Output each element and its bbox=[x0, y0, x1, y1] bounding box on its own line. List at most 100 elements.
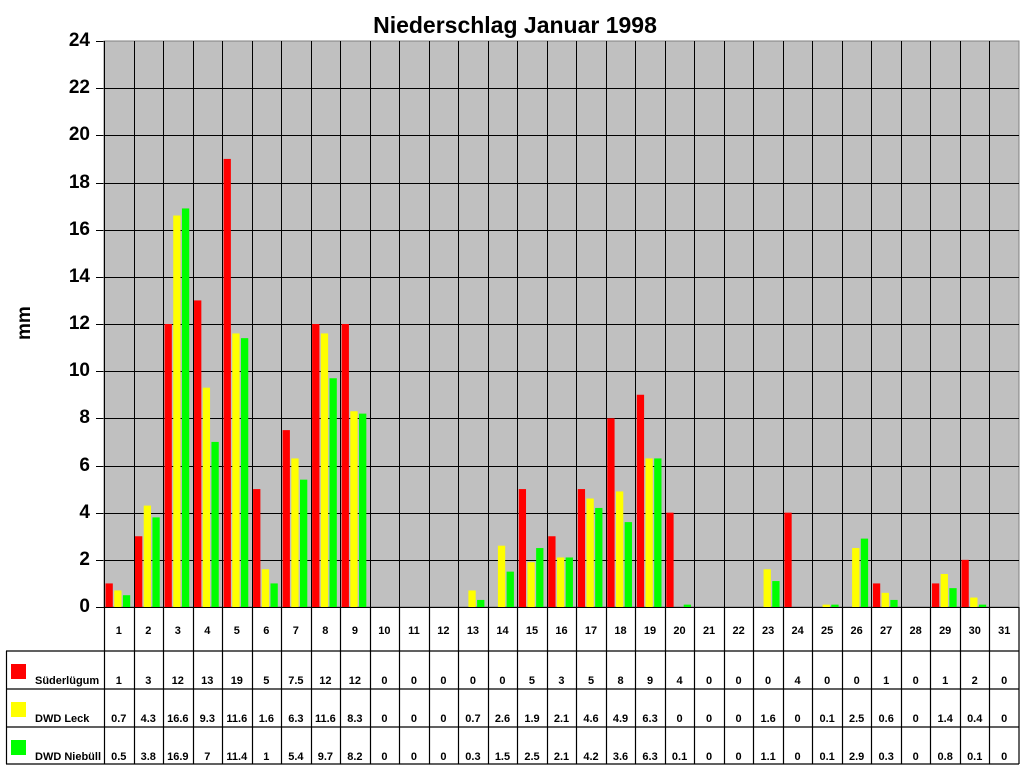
bar bbox=[645, 458, 653, 607]
table-cell: 16.9 bbox=[167, 751, 189, 763]
bar bbox=[607, 418, 615, 607]
bar bbox=[122, 595, 131, 607]
table-cell: 9.7 bbox=[317, 751, 334, 763]
table-cell: 0.3 bbox=[465, 751, 481, 763]
bar bbox=[654, 458, 662, 607]
table-cell: 1 bbox=[942, 675, 949, 687]
bar bbox=[232, 333, 240, 607]
y-tick-label: 6 bbox=[79, 454, 90, 476]
table-cell: 1.6 bbox=[760, 713, 776, 725]
bar bbox=[978, 604, 987, 607]
bar bbox=[595, 507, 603, 607]
x-category-label: 13 bbox=[466, 625, 480, 637]
table-cell: 0 bbox=[735, 751, 742, 763]
table-cell: 0 bbox=[735, 713, 742, 725]
legend-swatch bbox=[11, 740, 26, 755]
bar bbox=[143, 505, 152, 607]
bar bbox=[152, 517, 160, 607]
table-cell: 2.5 bbox=[849, 713, 865, 725]
table-cell: 0 bbox=[912, 713, 919, 725]
table-cell: 0 bbox=[676, 713, 683, 725]
table-cell: 3 bbox=[145, 675, 152, 687]
table-cell: 4.9 bbox=[612, 713, 629, 725]
x-category-label: 16 bbox=[555, 625, 568, 637]
table-cell: 0.5 bbox=[111, 751, 127, 763]
y-tick-mark bbox=[96, 324, 104, 325]
bar bbox=[282, 430, 290, 607]
bar bbox=[194, 300, 202, 607]
y-tick-mark bbox=[96, 466, 104, 467]
table-cell: 0 bbox=[440, 751, 447, 763]
bar bbox=[299, 479, 308, 607]
table-cell: 2.9 bbox=[849, 751, 865, 763]
bar bbox=[881, 592, 889, 607]
table-cell: 0 bbox=[499, 675, 506, 687]
chart-title: Niederschlag Januar 1998 bbox=[373, 12, 657, 38]
bar bbox=[312, 324, 320, 607]
table-cell: 12 bbox=[348, 675, 361, 687]
table-cell: 7 bbox=[204, 751, 211, 763]
bar bbox=[223, 158, 231, 607]
bar bbox=[173, 215, 181, 607]
table-cell: 1.4 bbox=[937, 713, 953, 725]
bar bbox=[636, 394, 645, 607]
y-tick-mark bbox=[96, 277, 104, 278]
table-cell: 11.6 bbox=[314, 713, 336, 725]
table-cell: 0 bbox=[381, 675, 388, 687]
y-tick-mark bbox=[96, 183, 104, 184]
table-cell: 0 bbox=[706, 675, 713, 687]
bar bbox=[320, 333, 329, 607]
y-tick-label: 18 bbox=[68, 171, 90, 193]
bar bbox=[527, 562, 535, 607]
bar bbox=[615, 491, 624, 607]
table-cell: 6.3 bbox=[288, 713, 304, 725]
x-category-label: 22 bbox=[732, 625, 745, 637]
table-cell: 0 bbox=[735, 675, 742, 687]
table-cell: 5 bbox=[587, 675, 595, 687]
table-cell: 0.4 bbox=[967, 713, 983, 725]
bar bbox=[350, 411, 358, 607]
table-cell: 3 bbox=[558, 675, 565, 687]
x-category-label: 18 bbox=[614, 625, 627, 637]
x-category-label: 19 bbox=[643, 625, 657, 637]
bar bbox=[114, 590, 122, 607]
legend-swatch bbox=[11, 702, 26, 717]
table-cell: 2.1 bbox=[553, 751, 570, 763]
bar bbox=[253, 489, 261, 607]
table-cell: 0 bbox=[853, 675, 860, 687]
y-tick-mark bbox=[96, 513, 104, 514]
x-category-label: 29 bbox=[939, 625, 952, 637]
x-category-label: 23 bbox=[761, 625, 775, 637]
table-cell: 2.6 bbox=[494, 713, 511, 725]
table-cell: 0.7 bbox=[465, 713, 481, 725]
x-category-label: 14 bbox=[496, 625, 509, 637]
y-tick-label: 12 bbox=[68, 313, 90, 334]
y-tick-label: 14 bbox=[68, 265, 90, 287]
bar bbox=[518, 489, 527, 607]
table-cell: 0.6 bbox=[878, 713, 894, 725]
y-tick-label: 16 bbox=[68, 218, 90, 240]
table-cell: 0 bbox=[410, 675, 417, 687]
bar bbox=[270, 583, 278, 607]
table-cell: 5 bbox=[263, 675, 270, 687]
table-cell: 12 bbox=[319, 675, 332, 687]
bar bbox=[666, 512, 674, 607]
table-cell: 0 bbox=[1001, 675, 1008, 687]
x-category-label: 9 bbox=[351, 625, 358, 637]
y-tick-label: 20 bbox=[68, 124, 90, 146]
table-cell: 4.6 bbox=[583, 713, 599, 725]
bar bbox=[624, 522, 632, 607]
table-cell: 0 bbox=[381, 713, 388, 725]
y-tick-mark bbox=[96, 230, 104, 231]
bar bbox=[341, 324, 349, 607]
table-cell: 0 bbox=[1001, 751, 1008, 763]
x-category-label: 8 bbox=[322, 625, 329, 637]
table-cell: 0.1 bbox=[671, 751, 688, 763]
legend-label: Süderlügum bbox=[35, 675, 100, 687]
y-tick-label: 10 bbox=[68, 360, 90, 382]
x-category-label: 5 bbox=[233, 625, 240, 637]
x-category-label: 21 bbox=[702, 625, 716, 637]
bar bbox=[784, 512, 792, 607]
bar bbox=[548, 536, 556, 607]
